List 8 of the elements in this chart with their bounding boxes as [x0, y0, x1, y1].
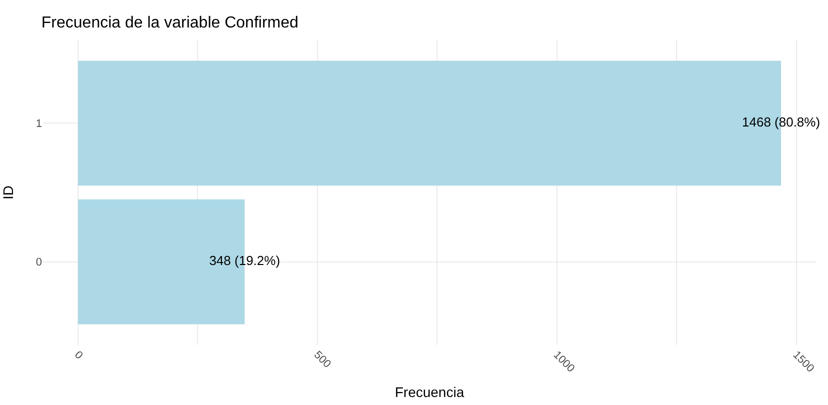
x-tick-label: 0 — [72, 349, 85, 362]
x-tick-label: 500 — [311, 349, 333, 370]
x-axis-title: Frecuencia — [394, 384, 464, 400]
data-label: 348 (19.2%) — [209, 253, 280, 268]
data-label: 1468 (80.8%) — [742, 114, 820, 130]
chart-title: Frecuencia de la variable Confirmed — [41, 14, 298, 32]
y-tick-label: 1 — [36, 118, 42, 130]
y-axis-title: ID — [0, 186, 16, 200]
